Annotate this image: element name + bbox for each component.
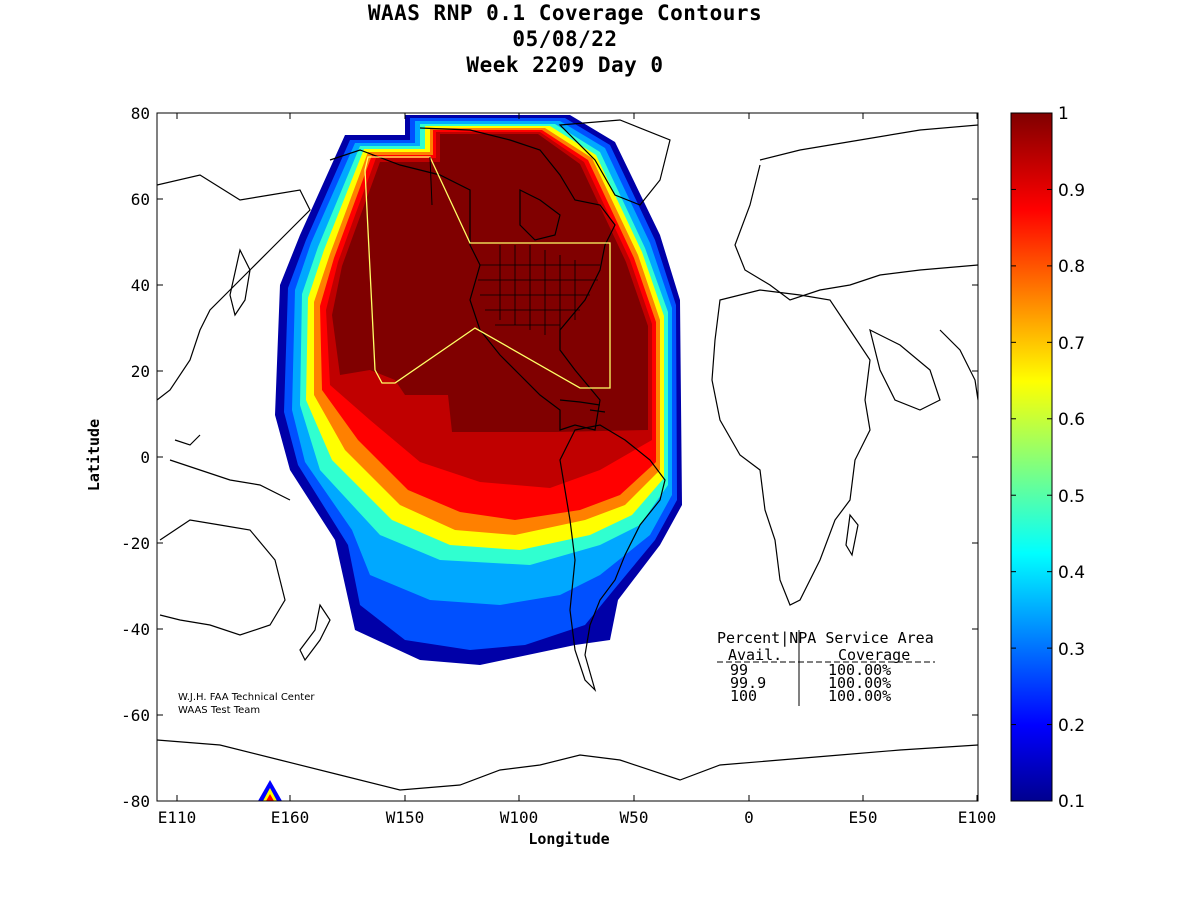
x-tick-label: E50 [849,808,878,827]
coast-india [939,329,978,401]
table-row-avail: 99 [730,661,748,679]
colorbar-tick-label: 0.5 [1058,487,1085,507]
coast-africa [711,289,871,606]
coast-caribbean [559,399,606,413]
coverage-contours [258,115,682,801]
us-state-borders [478,245,600,335]
x-axis: E110 E160 W150 W100 W50 0 E50 E100 [158,113,997,827]
table-row-avail: 99.9 [730,674,766,692]
coast-antarctica [157,739,978,791]
x-tick-label: W100 [500,808,539,827]
colorbar-tick-label: 1 [1058,104,1069,124]
coastlines [157,119,978,791]
coast-indonesia [169,434,291,501]
y-axis-label: Latitude [85,419,103,491]
coast-japan [229,248,251,317]
table-row-coverage: 100.00% [828,674,891,692]
y-tick-label: -20 [121,534,150,553]
colorbar-tick-label: 0.9 [1058,181,1085,201]
coast-north-america [329,127,616,431]
y-tick-label: 80 [131,104,150,123]
x-tick-label: 0 [744,808,754,827]
credit-line-2: WAAS Test Team [178,705,260,716]
contour-1.0 [332,134,648,432]
service-area-outline [364,156,611,389]
coast-arabia [869,328,941,411]
coast-hudson-bay [519,189,561,241]
table-row-coverage: 100.00% [828,687,891,705]
colorbar-tick-label: 0.4 [1058,563,1085,583]
colorbar-tick-label: 0.7 [1058,334,1085,354]
x-tick-label: E110 [158,808,197,827]
y-tick-label: 20 [131,362,150,381]
colorbar: 1 0.9 0.8 0.7 0.6 0.5 0.4 0.3 0.2 0.1 [1010,104,1085,812]
table-row-avail: 100 [730,687,757,705]
y-tick-label: -60 [121,706,150,725]
coast-australia [159,519,286,636]
y-tick-label: 40 [131,276,150,295]
y-tick-label: 0 [140,448,150,467]
coast-south-america [559,424,666,693]
colorbar-tick-label: 0.3 [1058,640,1085,660]
title-date: 05/08/22 [512,27,618,51]
x-tick-label: W150 [386,808,425,827]
y-tick-label: -40 [121,620,150,639]
stats-table: Percent|NPA Service Area Avail. Coverage… [717,629,935,706]
table-header-coverage: Coverage [838,646,910,664]
coast-asia [157,174,311,401]
colorbar-tick-label: 0.1 [1058,792,1085,812]
coast-madagascar [845,513,859,557]
colorbar-tick-label: 0.8 [1058,257,1085,277]
coast-new-zealand [299,603,331,662]
title-week: Week 2209 Day 0 [466,53,664,77]
coast-europe [734,124,978,301]
credit-line-1: W.J.H. FAA Technical Center [178,692,315,703]
y-tick-label: 60 [131,190,150,209]
coast-greenland [558,119,671,206]
table-row-coverage: 100.00% [828,661,891,679]
y-axis: 80 60 40 20 0 -20 -40 -60 -80 [121,104,978,811]
x-axis-label: Longitude [528,830,609,848]
colorbar-tick-label: 0.2 [1058,716,1085,736]
title-line-1: WAAS RNP 0.1 Coverage Contours [367,1,763,25]
table-header-avail: Avail. [728,646,782,664]
y-tick-label: -80 [121,792,150,811]
colorbar-gradient [1010,112,1053,802]
x-tick-label: E100 [958,808,997,827]
table-header-1: Percent|NPA Service Area [717,629,934,647]
colorbar-tick-label: 0.6 [1058,410,1085,430]
x-tick-label: E160 [271,808,310,827]
plot-area [157,115,978,801]
chart-title: WAAS RNP 0.1 Coverage Contours 05/08/22 … [0,0,1130,78]
x-tick-label: W50 [620,808,649,827]
